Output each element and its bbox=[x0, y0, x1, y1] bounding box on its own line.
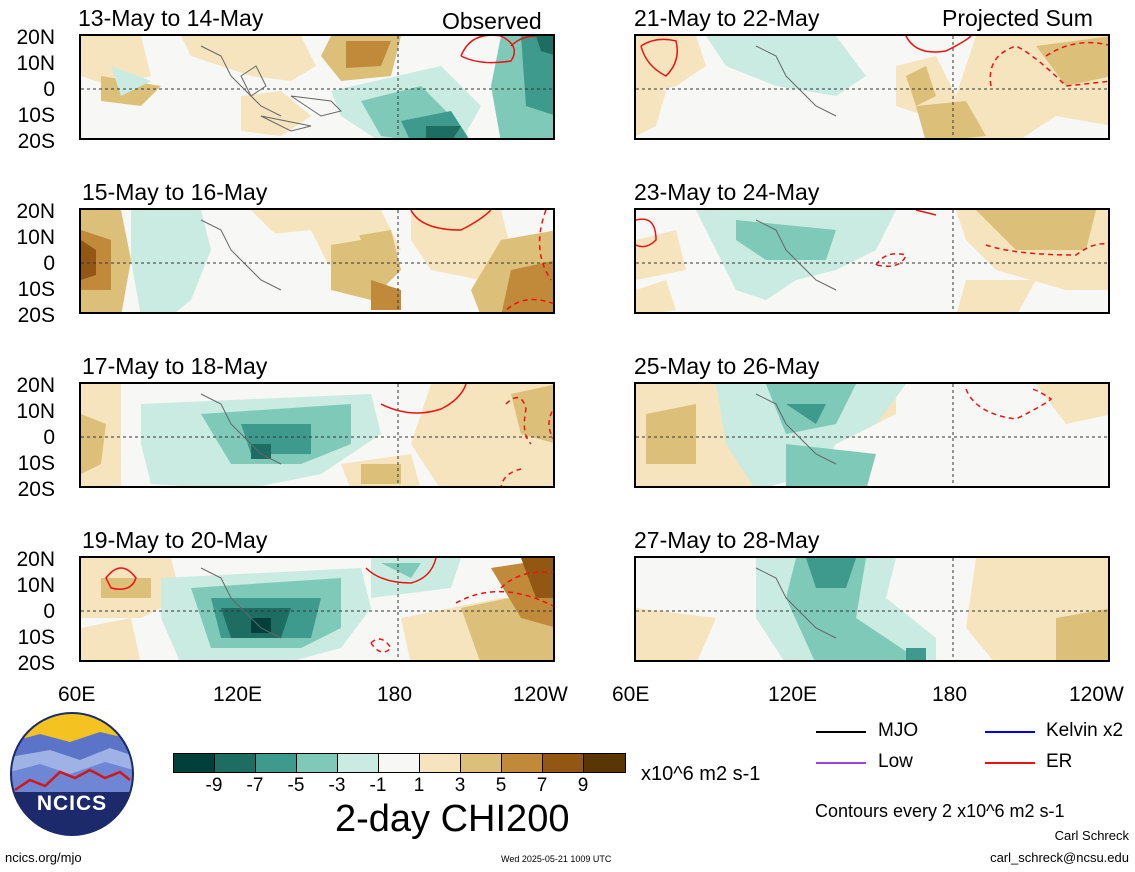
lon-120e-right: 120E bbox=[768, 683, 818, 706]
panel-title-8: 27-May to 28-May bbox=[634, 527, 820, 553]
lat-20s: 20S bbox=[17, 652, 55, 675]
colorbar-swatch bbox=[338, 754, 379, 772]
er-line-icon bbox=[985, 762, 1035, 764]
colorbar-swatch bbox=[174, 754, 215, 772]
map-panel-observed-1 bbox=[79, 34, 555, 140]
lat-10n: 10N bbox=[16, 226, 55, 249]
map-panel-projected-3 bbox=[634, 382, 1110, 488]
observed-label: Observed bbox=[442, 8, 542, 34]
colorbar-swatch bbox=[584, 754, 625, 772]
lat-20s: 20S bbox=[17, 304, 55, 327]
lon-60e-left: 60E bbox=[58, 683, 96, 706]
timestamp: Wed 2025-05-21 1009 UTC bbox=[501, 854, 612, 864]
lat-10s: 10S bbox=[17, 626, 55, 649]
lat-10s: 10S bbox=[17, 452, 55, 475]
kelvin-line-icon bbox=[985, 731, 1035, 733]
email: carl_schreck@ncsu.edu bbox=[990, 850, 1129, 865]
colorbar-tick: -5 bbox=[287, 775, 305, 796]
mjo-line-icon bbox=[816, 731, 866, 733]
legend-er: ER bbox=[1046, 751, 1073, 772]
map-panel-projected-1 bbox=[634, 34, 1110, 140]
lat-10n: 10N bbox=[16, 52, 55, 75]
colorbar-units: x10^6 m2 s-1 bbox=[641, 763, 761, 785]
lat-10s: 10S bbox=[17, 278, 55, 301]
lat-20n: 20N bbox=[16, 374, 55, 397]
map-panel-observed-4 bbox=[79, 556, 555, 662]
colorbar-swatch bbox=[461, 754, 502, 772]
panel-title-7: 25-May to 26-May bbox=[634, 353, 820, 379]
panel-title-5: 21-May to 22-May bbox=[634, 5, 820, 31]
colorbar-swatch bbox=[502, 754, 543, 772]
colorbar-tick: -3 bbox=[328, 775, 346, 796]
lat-10n: 10N bbox=[16, 574, 55, 597]
colorbar-tick: -9 bbox=[205, 775, 223, 796]
map-panel-projected-4 bbox=[634, 556, 1110, 662]
lat-20n: 20N bbox=[16, 548, 55, 571]
lon-120w-right: 120W bbox=[1069, 683, 1124, 706]
lon-180-left: 180 bbox=[377, 683, 413, 706]
colorbar-tick: -7 bbox=[246, 775, 264, 796]
lat-10n: 10N bbox=[16, 400, 55, 423]
colorbar-swatch bbox=[297, 754, 338, 772]
low-line-icon bbox=[816, 762, 866, 764]
map-panel-observed-2 bbox=[79, 208, 555, 314]
lon-180-right: 180 bbox=[932, 683, 968, 706]
panel-title-6: 23-May to 24-May bbox=[634, 179, 820, 205]
legend-mjo: MJO bbox=[878, 720, 919, 741]
lat-20n: 20N bbox=[16, 200, 55, 223]
panel-title-2: 15-May to 16-May bbox=[82, 179, 268, 205]
colorbar-swatch bbox=[420, 754, 461, 772]
map-panel-observed-3 bbox=[79, 382, 555, 488]
colorbar-tick: 3 bbox=[454, 775, 466, 796]
lat-20s: 20S bbox=[17, 130, 55, 153]
colorbar-tick: 9 bbox=[577, 775, 589, 796]
author: Carl Schreck bbox=[1054, 828, 1129, 843]
lat-20n: 20N bbox=[16, 26, 55, 49]
lat-eq: 0 bbox=[43, 600, 55, 623]
legend-low: Low bbox=[878, 751, 913, 772]
colorbar-swatch bbox=[379, 754, 420, 772]
colorbar-tick: 5 bbox=[495, 775, 507, 796]
panel-title-1: 13-May to 14-May bbox=[78, 5, 264, 31]
projected-sum-label: Projected Sum bbox=[942, 5, 1093, 31]
lat-20s: 20S bbox=[17, 478, 55, 501]
lon-120e-left: 120E bbox=[213, 683, 263, 706]
lon-120w-left: 120W bbox=[513, 683, 568, 706]
logo-text: NCICS bbox=[36, 792, 108, 815]
lat-eq: 0 bbox=[43, 426, 55, 449]
colorbar-tick: 1 bbox=[413, 775, 425, 796]
colorbar-swatch bbox=[543, 754, 584, 772]
panel-title-3: 17-May to 18-May bbox=[82, 353, 268, 379]
site-url: ncics.org/mjo bbox=[5, 850, 82, 865]
colorbar-swatch bbox=[256, 754, 297, 772]
contour-note: Contours every 2 x10^6 m2 s-1 bbox=[815, 801, 1065, 821]
panel-title-4: 19-May to 20-May bbox=[82, 527, 268, 553]
colorbar-swatch bbox=[215, 754, 256, 772]
lon-60e-right: 60E bbox=[612, 683, 650, 706]
colorbar-tick: -1 bbox=[369, 775, 387, 796]
lat-eq: 0 bbox=[43, 252, 55, 275]
lat-eq: 0 bbox=[43, 78, 55, 101]
map-panel-projected-2 bbox=[634, 208, 1110, 314]
colorbar bbox=[173, 753, 626, 773]
ncics-logo: NCICS bbox=[10, 712, 134, 836]
legend-kelvin: Kelvin x2 bbox=[1046, 720, 1124, 741]
lat-10s: 10S bbox=[17, 104, 55, 127]
chart-title: 2-day CHI200 bbox=[335, 798, 570, 840]
colorbar-tick: 7 bbox=[536, 775, 548, 796]
